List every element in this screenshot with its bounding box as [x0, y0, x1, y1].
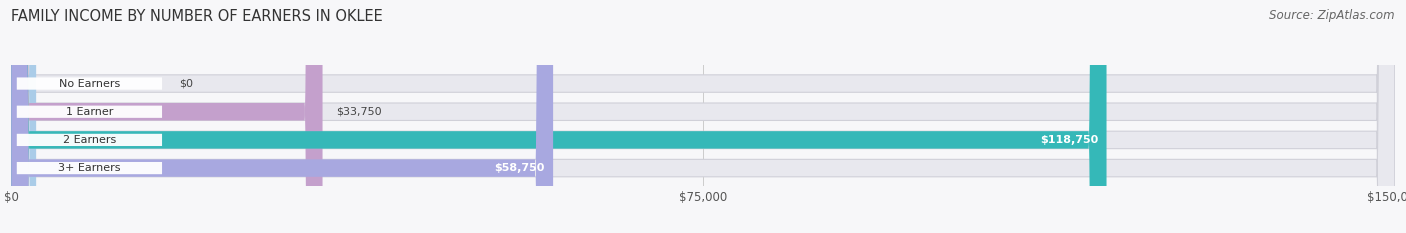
Text: 1 Earner: 1 Earner	[66, 107, 112, 117]
Text: 3+ Earners: 3+ Earners	[58, 163, 121, 173]
FancyBboxPatch shape	[11, 0, 37, 233]
FancyBboxPatch shape	[11, 0, 553, 233]
Text: No Earners: No Earners	[59, 79, 120, 89]
FancyBboxPatch shape	[11, 0, 1395, 233]
Text: Source: ZipAtlas.com: Source: ZipAtlas.com	[1270, 9, 1395, 22]
FancyBboxPatch shape	[11, 0, 1395, 233]
Text: $0: $0	[179, 79, 193, 89]
FancyBboxPatch shape	[17, 162, 162, 174]
Text: 2 Earners: 2 Earners	[63, 135, 117, 145]
Text: $58,750: $58,750	[495, 163, 544, 173]
Text: $33,750: $33,750	[336, 107, 382, 117]
FancyBboxPatch shape	[11, 0, 1395, 233]
FancyBboxPatch shape	[17, 106, 162, 118]
FancyBboxPatch shape	[17, 134, 162, 146]
FancyBboxPatch shape	[11, 0, 1107, 233]
Text: $118,750: $118,750	[1040, 135, 1098, 145]
FancyBboxPatch shape	[17, 77, 162, 90]
FancyBboxPatch shape	[11, 0, 1395, 233]
Text: FAMILY INCOME BY NUMBER OF EARNERS IN OKLEE: FAMILY INCOME BY NUMBER OF EARNERS IN OK…	[11, 9, 382, 24]
FancyBboxPatch shape	[11, 0, 322, 233]
